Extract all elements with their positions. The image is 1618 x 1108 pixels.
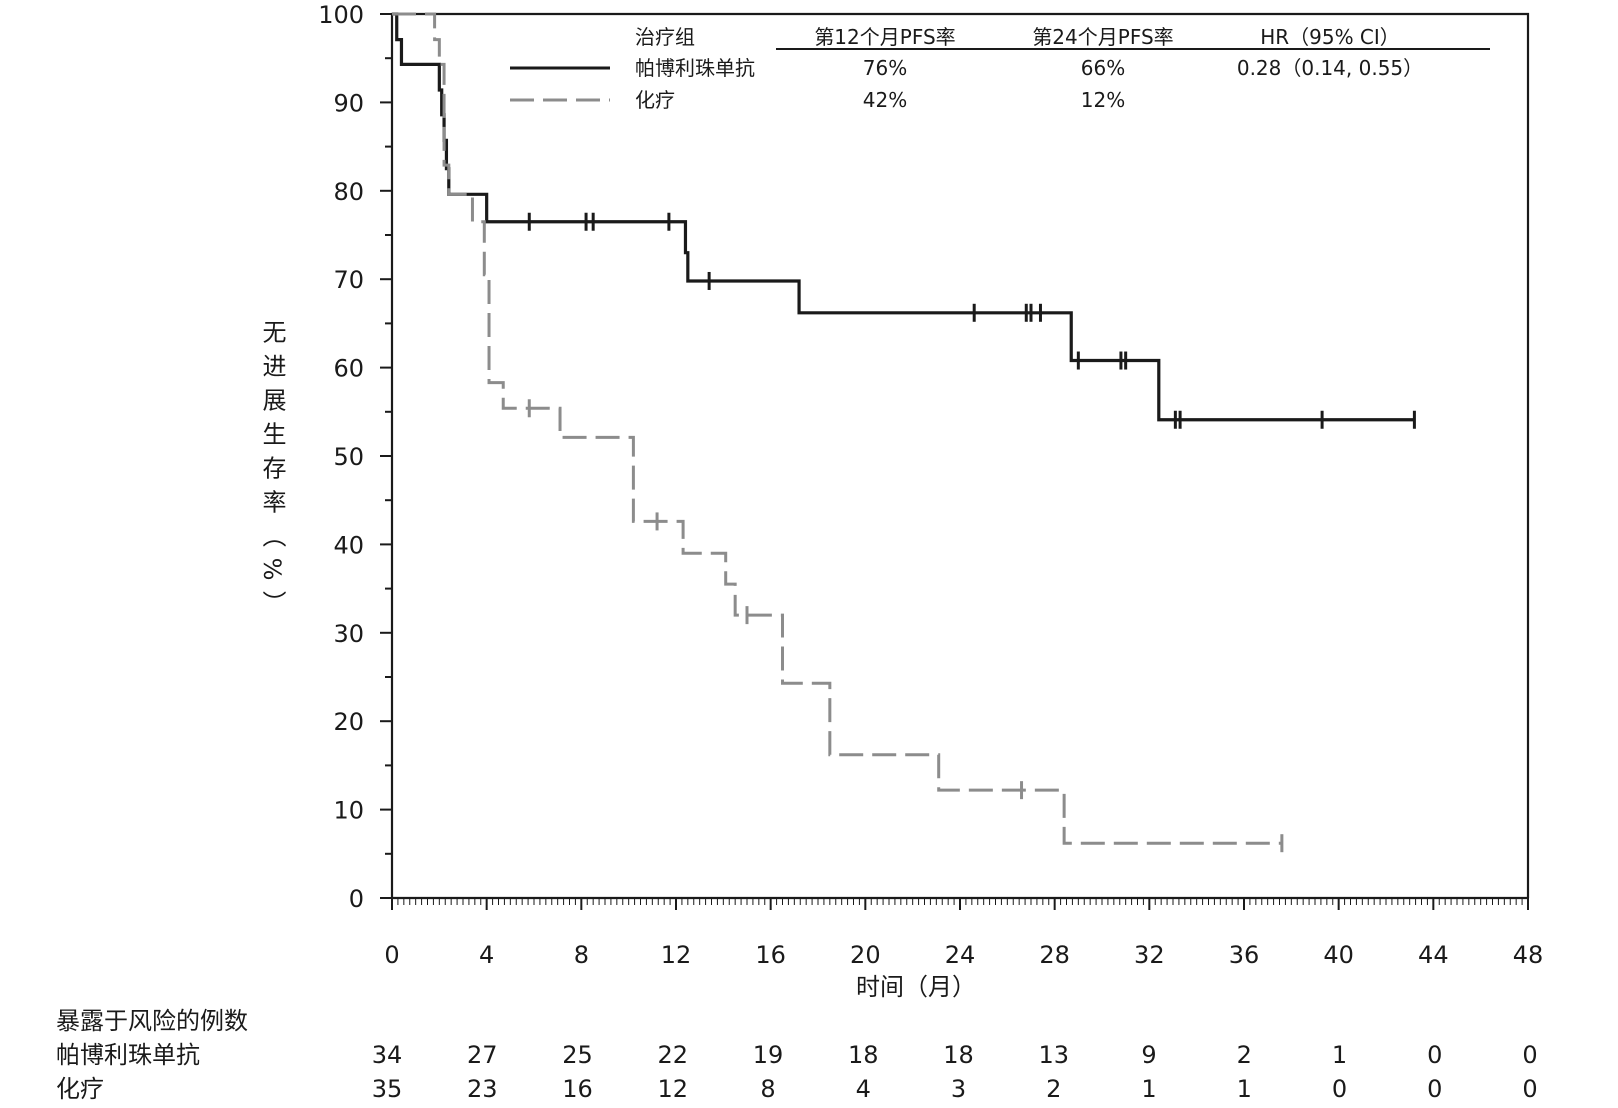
legend-cell: 76% [863, 56, 907, 80]
axis-ticks [380, 13, 1529, 910]
y-tick-label: 70 [333, 266, 364, 294]
plot-border [390, 12, 1530, 898]
risk-count: 1 [1332, 1041, 1347, 1069]
x-axis-title: 时间（月） [856, 973, 976, 1001]
y-axis-title: 无进展生存率（%） [258, 320, 286, 625]
risk-count: 3 [951, 1075, 966, 1103]
x-tick-label: 40 [1323, 941, 1354, 969]
risk-count: 1 [1141, 1075, 1156, 1103]
legend-cell: 66% [1081, 56, 1125, 80]
y-tick-label: 30 [333, 620, 364, 648]
x-tick-label: 12 [661, 941, 692, 969]
risk-table-title: 暴露于风险的例数 [56, 1007, 248, 1035]
risk-count: 0 [1332, 1075, 1347, 1103]
legend-cell: 帕博利珠单抗 [635, 56, 755, 80]
risk-count: 27 [467, 1041, 498, 1069]
risk-count: 25 [562, 1041, 593, 1069]
risk-count: 16 [562, 1075, 593, 1103]
y-tick-label: 100 [318, 1, 364, 29]
x-tick-label: 36 [1229, 941, 1260, 969]
risk-count: 4 [856, 1075, 871, 1103]
risk-count: 2 [1237, 1041, 1252, 1069]
y-tick-label: 90 [333, 89, 364, 117]
plot-frame [390, 12, 1530, 900]
risk-count: 35 [372, 1075, 403, 1103]
y-tick-label: 80 [333, 178, 364, 206]
risk-count: 1 [1237, 1075, 1252, 1103]
risk-count: 9 [1141, 1041, 1156, 1069]
series-layer [392, 12, 1416, 853]
risk-count: 2 [1046, 1075, 1061, 1103]
x-tick-label: 20 [850, 941, 881, 969]
risk-count: 18 [848, 1041, 879, 1069]
y-tick-label: 0 [349, 885, 364, 913]
legend-cell: 化疗 [635, 88, 675, 112]
risk-count: 0 [1427, 1075, 1442, 1103]
risk-count: 0 [1427, 1041, 1442, 1069]
axis-tick-labels: 0 4 8 12 16 20 24 28 32 36 40 44 4801020304050607080… [318, 1, 1543, 969]
x-tick-label: 8 [574, 941, 589, 969]
series-pembrolizumab [392, 12, 1416, 429]
axis-titles: 时间（月） 无进展生存率（%） [258, 320, 976, 1001]
x-tick-label: 32 [1134, 941, 1165, 969]
x-tick-label: 28 [1039, 941, 1070, 969]
risk-row-label: 帕博利珠单抗 [56, 1041, 200, 1069]
y-tick-label: 20 [333, 708, 364, 736]
legend-header: 治疗组 [635, 25, 695, 49]
x-tick-label: 24 [945, 941, 976, 969]
series-chemotherapy [392, 12, 1284, 853]
y-tick-label: 40 [333, 531, 364, 559]
legend-cell: 0.28（0.14, 0.55） [1237, 56, 1423, 80]
x-tick-label: 44 [1418, 941, 1449, 969]
series-line [392, 12, 1282, 845]
x-tick-label: 16 [755, 941, 786, 969]
x-tick-label: 48 [1513, 941, 1544, 969]
risk-row-label: 化疗 [56, 1075, 104, 1103]
risk-count: 13 [1038, 1041, 1069, 1069]
y-tick-label: 50 [333, 443, 364, 471]
legend-cell: 12% [1081, 88, 1125, 112]
risk-count: 34 [372, 1041, 403, 1069]
risk-count: 12 [657, 1075, 688, 1103]
risk-count: 8 [760, 1075, 775, 1103]
risk-count: 0 [1522, 1075, 1537, 1103]
risk-count: 23 [467, 1075, 498, 1103]
legend-header: HR（95% CI） [1260, 25, 1400, 49]
legend-table: 治疗组 第12个月PFS率 第24个月PFS率 HR（95% CI） 帕博利珠单抗 76%… [510, 25, 1490, 112]
risk-count: 18 [943, 1041, 974, 1069]
series-line [392, 12, 1415, 422]
risk-count: 19 [753, 1041, 784, 1069]
x-tick-label: 4 [479, 941, 494, 969]
legend-cell: 42% [863, 88, 907, 112]
y-tick-label: 60 [333, 355, 364, 383]
legend-header: 第24个月PFS率 [1032, 25, 1173, 49]
legend-header: 第12个月PFS率 [814, 25, 955, 49]
risk-count: 0 [1522, 1041, 1537, 1069]
y-tick-label: 10 [333, 797, 364, 825]
x-tick-label: 0 [384, 941, 399, 969]
risk-count: 22 [657, 1041, 688, 1069]
